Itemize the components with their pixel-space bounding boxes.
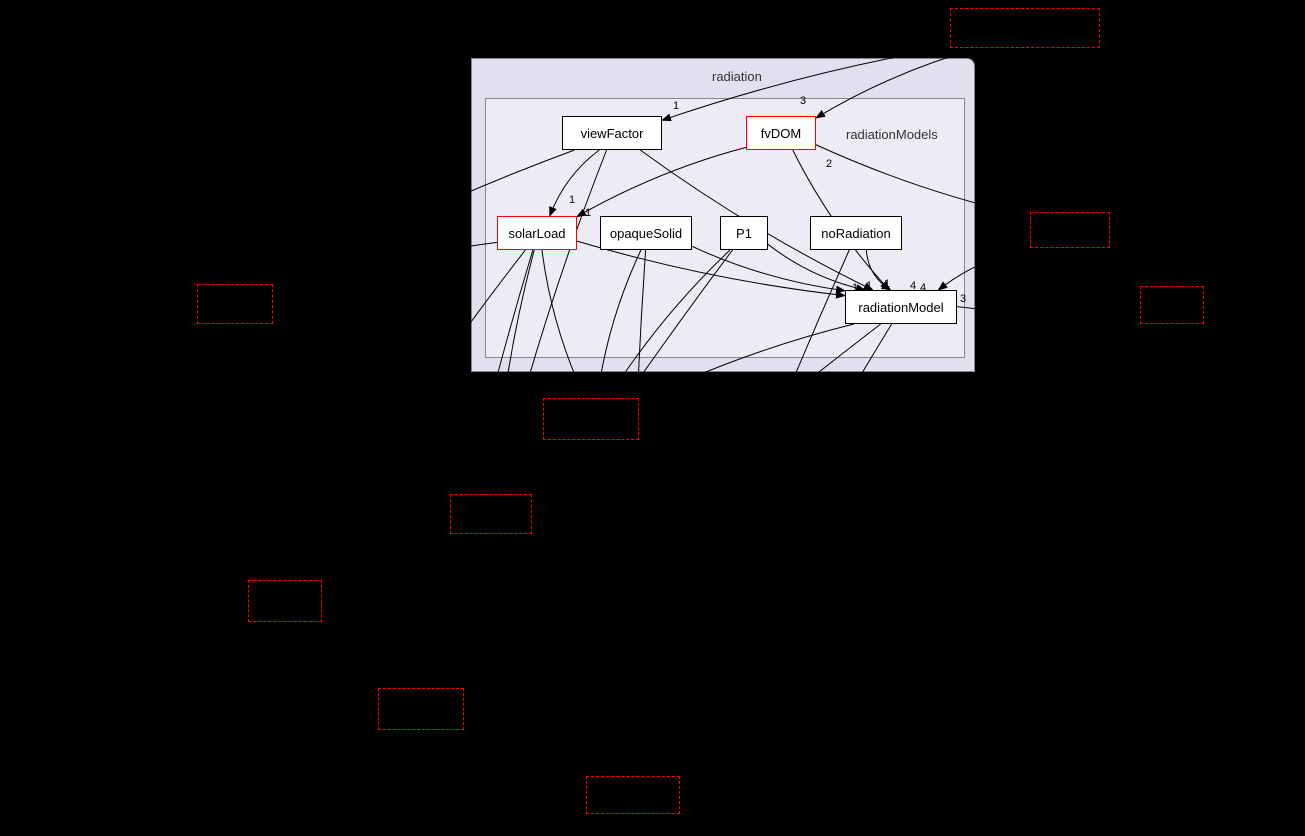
edge (273, 242, 497, 295)
node-label: radiationModel (858, 300, 943, 315)
node-ext6 (450, 494, 532, 534)
edge-label: 1 (866, 280, 872, 292)
node-label: solarLoad (508, 226, 565, 241)
node-opaqueSolid[interactable]: opaqueSolid (600, 216, 692, 250)
node-ext7 (248, 580, 322, 622)
node-ext3 (1140, 286, 1204, 324)
edge-label: 1 (585, 207, 591, 219)
edge-label: 4 (910, 280, 916, 292)
module-radiation-models-label: radiationModels (846, 127, 938, 142)
node-noRadiation[interactable]: noRadiation (810, 216, 902, 250)
node-radiationModel[interactable]: radiationModel (845, 290, 957, 324)
node-ext1 (950, 8, 1100, 48)
edge-label: 3 (800, 95, 806, 107)
edge-label: 1 (884, 278, 890, 290)
node-P1[interactable]: P1 (720, 216, 768, 250)
edge-label: 1 (852, 282, 858, 294)
node-ext9 (586, 776, 680, 814)
edge-label: 1 (673, 100, 679, 112)
node-ext4 (197, 284, 273, 324)
node-fvDOM[interactable]: fvDOM (746, 116, 816, 150)
dependency-diagram: radiation radiationModels viewFactor fvDO… (0, 0, 1305, 836)
node-label: noRadiation (821, 226, 890, 241)
edge-label: 1 (569, 194, 575, 206)
edge (957, 305, 1140, 312)
node-ext2 (1030, 212, 1110, 248)
node-label: P1 (736, 226, 752, 241)
node-label: opaqueSolid (610, 226, 682, 241)
node-label: fvDOM (761, 126, 801, 141)
edge-label: 2 (826, 158, 832, 170)
node-viewFactor[interactable]: viewFactor (562, 116, 662, 150)
node-ext8 (378, 688, 464, 730)
module-radiation-label: radiation (712, 69, 762, 84)
node-solarLoad[interactable]: solarLoad (497, 216, 577, 250)
node-label: viewFactor (581, 126, 644, 141)
node-ext5 (543, 398, 639, 440)
edge-label: 4 (920, 282, 926, 294)
edge (643, 324, 891, 776)
edge-label: 3 (960, 293, 966, 305)
